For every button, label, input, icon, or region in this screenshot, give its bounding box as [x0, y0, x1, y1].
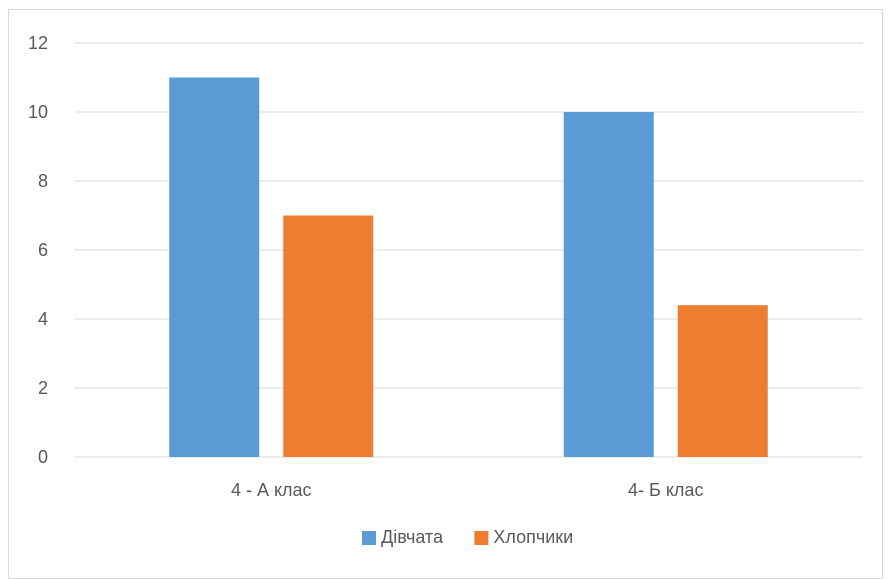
bar [169, 77, 260, 457]
legend-label: Дівчата [381, 527, 444, 547]
legend: Дівчата Хлопчики [362, 527, 573, 547]
bar [563, 112, 654, 457]
bars [169, 77, 768, 457]
x-axis-tick-labels: 4 - А клас 4- Б клас [231, 480, 704, 500]
legend-item: Хлопчики [474, 527, 573, 547]
y-tick-label: 8 [38, 171, 48, 191]
y-tick-label: 6 [38, 240, 48, 260]
y-axis-tick-labels: 0 2 4 6 8 10 12 [28, 33, 48, 467]
y-tick-label: 0 [38, 447, 48, 467]
bar [677, 305, 768, 457]
y-tick-label: 10 [28, 102, 48, 122]
y-tick-label: 4 [38, 309, 48, 329]
legend-item: Дівчата [362, 527, 444, 547]
bar [283, 215, 374, 457]
y-tick-label: 2 [38, 378, 48, 398]
x-tick-label: 4- Б клас [628, 480, 703, 500]
legend-swatch [362, 531, 376, 545]
x-tick-label: 4 - А клас [231, 480, 312, 500]
legend-swatch [474, 531, 489, 545]
legend-label: Хлопчики [493, 527, 573, 547]
y-tick-label: 12 [28, 33, 48, 53]
chart-frame [8, 9, 883, 579]
